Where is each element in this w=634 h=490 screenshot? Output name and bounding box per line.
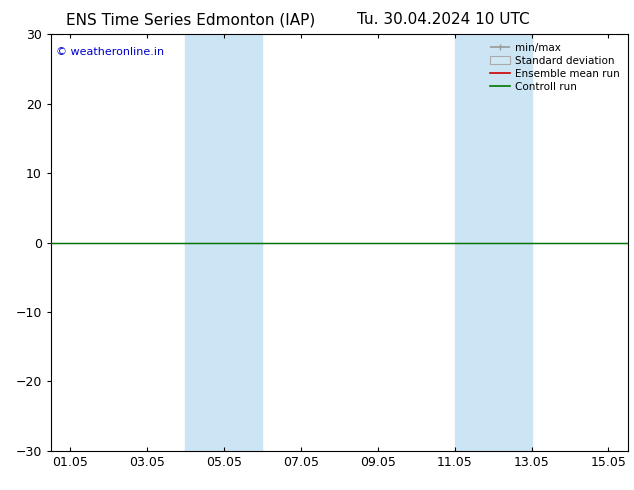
Bar (455, 34, 531, 451)
Text: © weatheronline.in: © weatheronline.in (56, 47, 165, 57)
Bar (185, 34, 262, 451)
Text: Tu. 30.04.2024 10 UTC: Tu. 30.04.2024 10 UTC (358, 12, 530, 27)
Legend: min/max, Standard deviation, Ensemble mean run, Controll run: min/max, Standard deviation, Ensemble me… (486, 40, 623, 95)
Text: ENS Time Series Edmonton (IAP): ENS Time Series Edmonton (IAP) (65, 12, 315, 27)
